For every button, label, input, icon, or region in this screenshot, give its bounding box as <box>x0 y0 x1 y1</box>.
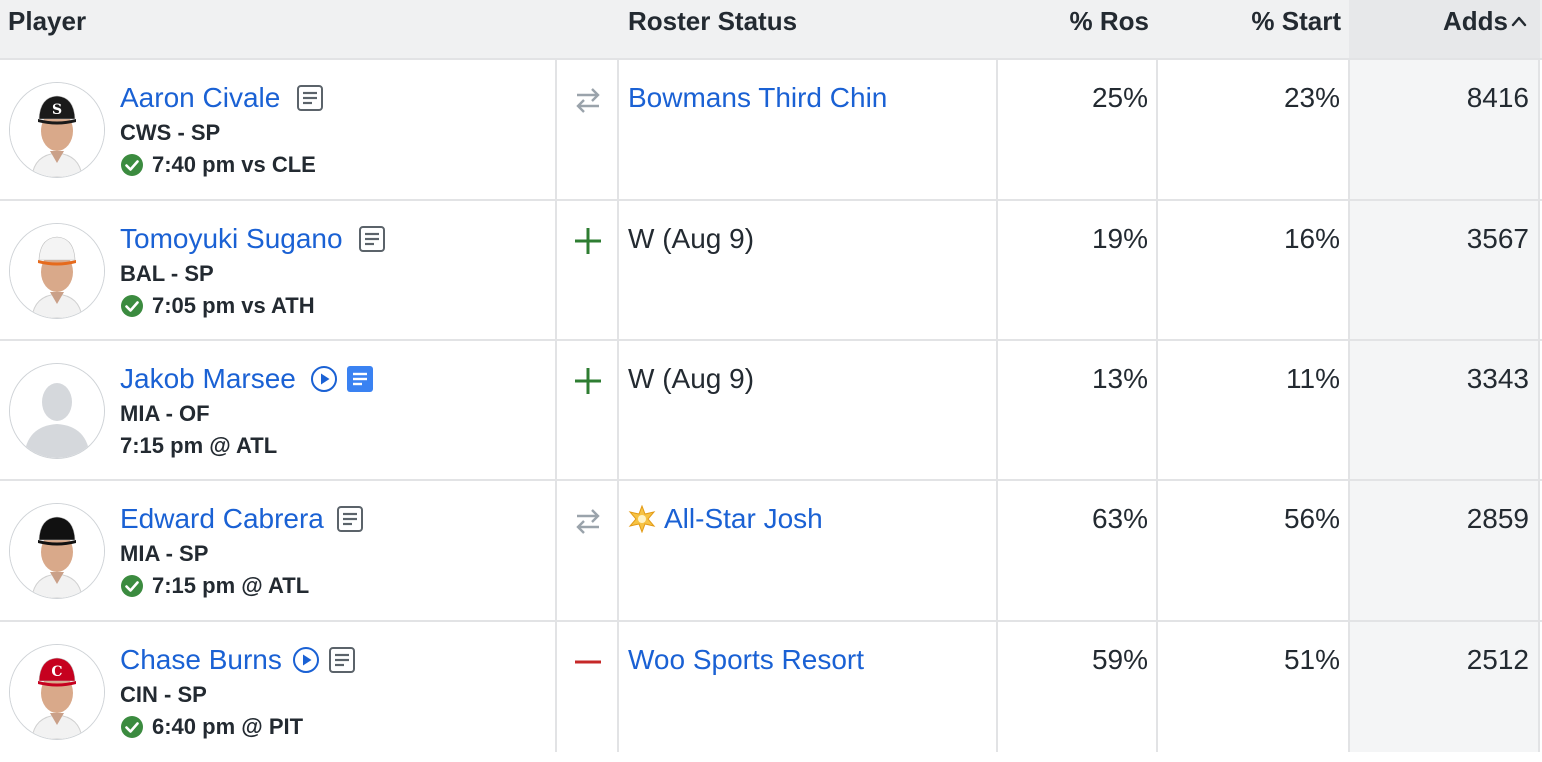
player-name-link[interactable]: Edward Cabrera <box>120 503 324 534</box>
chevron-up-icon[interactable] <box>1510 10 1528 32</box>
player-game-info: 7:15 pm @ ATL <box>120 573 309 599</box>
player-note-icon[interactable] <box>358 225 386 253</box>
adds-value: 8416 <box>1466 82 1529 113</box>
player-note-icon[interactable] <box>346 365 374 393</box>
roster-status-label: All-Star Josh <box>664 503 823 534</box>
roster-status-label: W (Aug 9) <box>628 223 755 254</box>
video-play-icon[interactable] <box>310 365 338 393</box>
plus-action-icon[interactable] <box>572 365 604 397</box>
minus-action-icon[interactable] <box>572 646 604 678</box>
row-divider <box>0 479 1542 481</box>
trade-arrows-action-icon[interactable] <box>572 84 604 116</box>
player-photo <box>10 364 104 458</box>
check-circle-icon <box>121 295 143 317</box>
player-photo <box>10 504 104 598</box>
roster-team-link[interactable]: Woo Sports Resort <box>628 644 864 676</box>
player-team-position: MIA - OF <box>120 401 210 426</box>
starburst-icon <box>628 505 656 533</box>
player-note-icon[interactable] <box>336 505 364 533</box>
adds-header-highlight <box>1349 0 1540 58</box>
roster-team-link[interactable]: All-Star Josh <box>628 503 823 535</box>
player-team-position: CIN - SP <box>120 682 207 707</box>
player-photo: C <box>10 645 104 739</box>
player-game-info: 6:40 pm @ PIT <box>120 714 303 740</box>
roster-status-text: W (Aug 9) <box>628 223 754 255</box>
game-time-opponent: 7:15 pm @ ATL <box>152 573 310 598</box>
column-header-roster-status[interactable]: Roster Status <box>628 6 798 36</box>
column-header-player[interactable]: Player <box>8 6 87 36</box>
game-time-opponent: 6:40 pm @ PIT <box>152 714 304 739</box>
row-divider <box>0 58 1542 60</box>
column-divider <box>996 58 998 752</box>
check-circle-icon <box>121 154 143 176</box>
column-divider <box>1156 58 1158 752</box>
row-divider <box>0 339 1542 341</box>
pct-started-value: 23% <box>1283 82 1340 113</box>
player-note-icon[interactable] <box>296 84 324 112</box>
player-game-info: 7:15 pm @ ATL <box>120 433 277 459</box>
player-note-icon[interactable] <box>328 646 356 674</box>
row-divider <box>0 199 1542 201</box>
table-row: S Aaron Civale CWS - SP 7:40 pm vs CLE Bowma… <box>0 60 1542 200</box>
pct-rostered-value: 59% <box>1091 644 1148 675</box>
column-divider <box>617 58 619 752</box>
svg-text:S: S <box>52 102 62 118</box>
avatar[interactable] <box>9 363 105 459</box>
player-team-position: MIA - SP <box>120 541 209 566</box>
adds-value: 2512 <box>1466 644 1529 675</box>
roster-status-label: Bowmans Third Chin <box>628 82 888 113</box>
column-header-pct-ros[interactable]: % Ros <box>1069 6 1149 36</box>
video-play-icon[interactable] <box>292 646 320 674</box>
table-row: C Chase Burns CIN - SP 6:40 pm @ PIT Woo Spo… <box>0 622 1542 762</box>
column-header-adds[interactable]: Adds <box>1443 6 1508 36</box>
avatar[interactable] <box>9 223 105 319</box>
player-game-info: 7:40 pm vs CLE <box>120 152 316 178</box>
svg-text:C: C <box>51 664 62 680</box>
roster-status-label: W (Aug 9) <box>628 363 755 394</box>
roster-status-text: W (Aug 9) <box>628 363 754 395</box>
column-divider <box>555 58 557 752</box>
pct-rostered-value: 13% <box>1091 363 1148 394</box>
avatar[interactable] <box>9 503 105 599</box>
trade-arrows-action-icon[interactable] <box>572 505 604 537</box>
player-team-position: CWS - SP <box>120 120 221 145</box>
avatar[interactable]: C <box>9 644 105 740</box>
table-header <box>0 0 1542 58</box>
avatar[interactable]: S <box>9 82 105 178</box>
adds-value: 3343 <box>1466 363 1529 394</box>
column-divider <box>1538 58 1540 752</box>
player-name-link[interactable]: Chase Burns <box>120 644 282 675</box>
check-circle-icon <box>121 716 143 738</box>
column-divider <box>1348 58 1350 752</box>
pct-started-value: 56% <box>1283 503 1340 534</box>
player-name-link[interactable]: Jakob Marsee <box>120 363 296 394</box>
player-game-info: 7:05 pm vs ATH <box>120 293 315 319</box>
pct-started-value: 16% <box>1283 223 1340 254</box>
table-row: Tomoyuki Sugano BAL - SP 7:05 pm vs ATH W (… <box>0 201 1542 341</box>
pct-started-value: 11% <box>1286 363 1340 394</box>
table-row: Edward Cabrera MIA - SP 7:15 pm @ ATL All-S… <box>0 481 1542 621</box>
pct-rostered-value: 19% <box>1091 223 1148 254</box>
game-time-opponent: 7:15 pm @ ATL <box>120 433 278 458</box>
adds-value: 2859 <box>1466 503 1529 534</box>
adds-value: 3567 <box>1466 223 1529 254</box>
plus-action-icon[interactable] <box>572 225 604 257</box>
adds-column-highlight <box>1349 58 1540 752</box>
row-divider <box>0 620 1542 622</box>
pct-rostered-value: 25% <box>1091 82 1148 113</box>
game-time-opponent: 7:40 pm vs CLE <box>152 152 316 177</box>
player-photo <box>10 224 104 318</box>
column-header-pct-start[interactable]: % Start <box>1251 6 1341 36</box>
player-name-link[interactable]: Aaron Civale <box>120 82 281 113</box>
pct-started-value: 51% <box>1283 644 1340 675</box>
table-row: Jakob Marsee MIA - OF 7:15 pm @ ATL W (Aug … <box>0 341 1542 481</box>
player-name-link[interactable]: Tomoyuki Sugano <box>120 223 343 254</box>
player-team-position: BAL - SP <box>120 261 214 286</box>
roster-team-link[interactable]: Bowmans Third Chin <box>628 82 887 114</box>
check-circle-icon <box>121 575 143 597</box>
game-time-opponent: 7:05 pm vs ATH <box>152 293 315 318</box>
roster-status-label: Woo Sports Resort <box>628 644 865 675</box>
pct-rostered-value: 63% <box>1091 503 1148 534</box>
player-photo: S <box>10 83 104 177</box>
